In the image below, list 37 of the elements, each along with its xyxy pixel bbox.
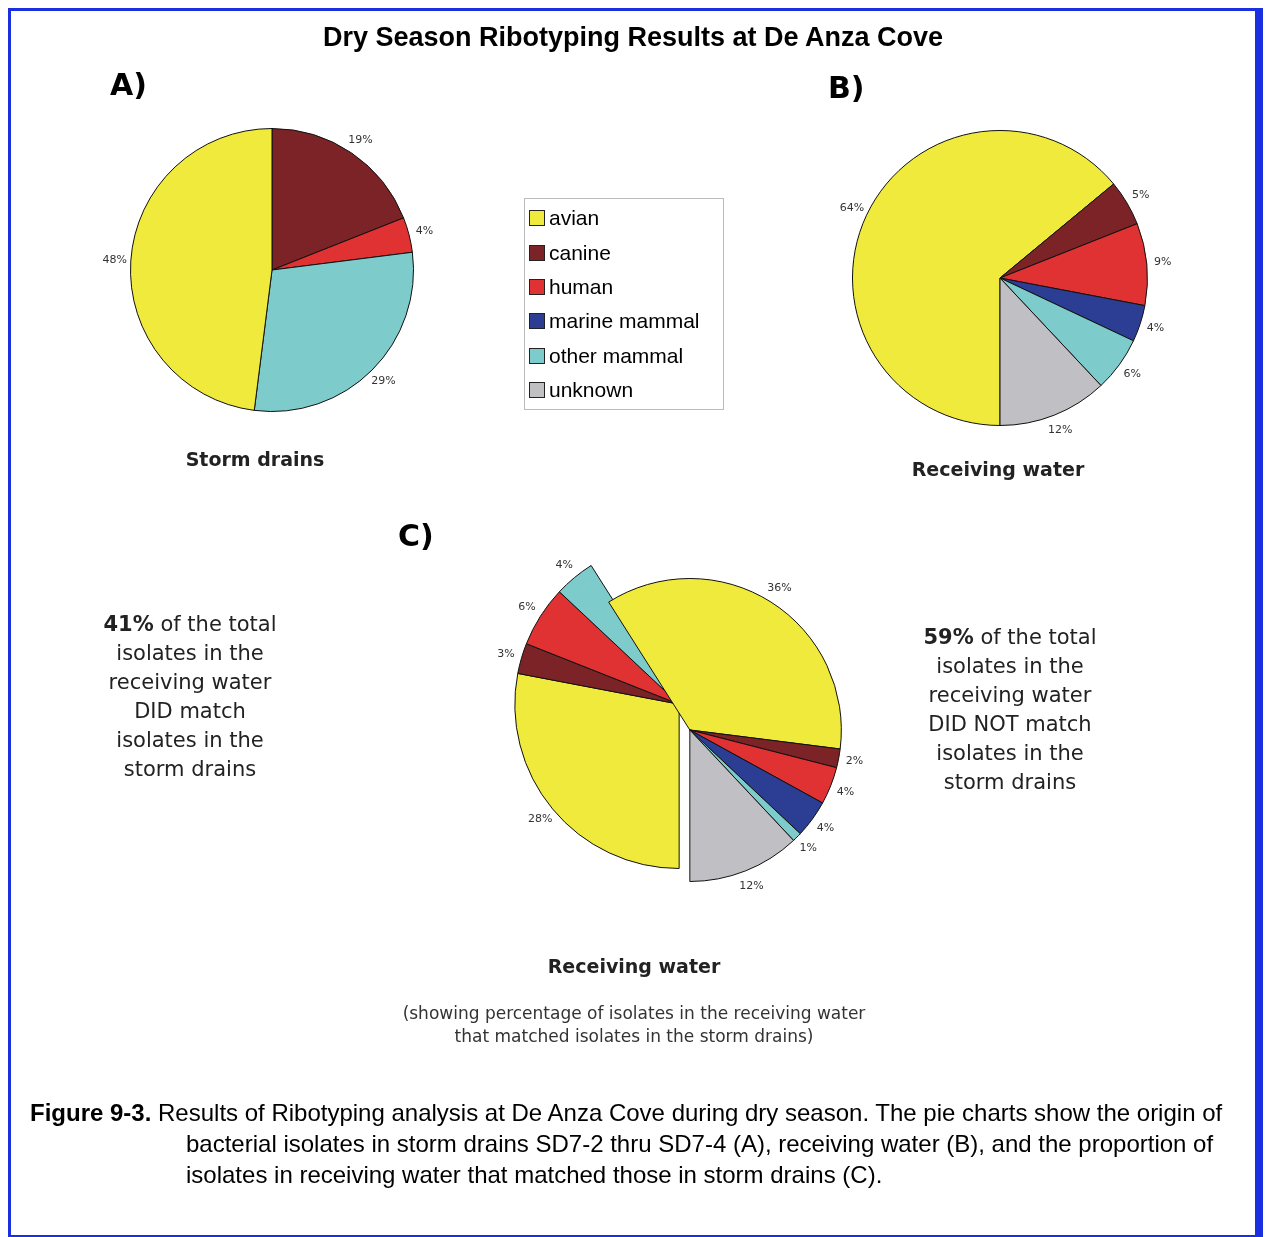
data-label: 48%	[102, 252, 128, 266]
data-label: 1%	[799, 841, 818, 855]
data-label: 4%	[415, 223, 434, 237]
data-label: 2%	[845, 754, 864, 768]
chart-title: B)	[828, 70, 865, 105]
data-label: 12%	[1047, 422, 1073, 436]
data-label: 3%	[497, 646, 515, 660]
legend-label: canine	[549, 240, 611, 265]
text: 41% of the total isolates in the receiving water DID match isolates in the storm drains	[102, 611, 278, 783]
text: (showing percentage of isolates in the receiving water that matched isolates in the storm drains)	[401, 1002, 867, 1048]
legend-label: avian	[549, 206, 600, 231]
data-label: 4%	[1146, 321, 1165, 335]
text: Receiving water	[911, 458, 1085, 480]
text: Dry Season Ribotyping Results at De Anza Cove	[321, 22, 945, 53]
caption: Figure 9-3. Results of Ribotyping analysis at De Anza Cove during dry season. The pie charts show the origin of bacterial isolates in storm drains SD7-2 thru SD7-4 (A), receiving water (B), and the proportion of isolates in receiving water that matched those in storm drains (C).	[30, 1098, 1224, 1190]
data-label: 6%	[1123, 366, 1141, 380]
legend-label: human	[549, 274, 614, 299]
data-label: 12%	[739, 878, 764, 892]
data-label: 64%	[839, 201, 865, 215]
text: Receiving water	[547, 955, 721, 977]
text: Storm drains	[185, 448, 325, 470]
data-label: 5%	[1132, 187, 1150, 201]
data-label: 4%	[836, 784, 855, 798]
data-label: 6%	[518, 600, 536, 614]
data-label: 36%	[767, 581, 792, 595]
data-label: 4%	[555, 558, 573, 572]
data-label: 9%	[1154, 255, 1172, 269]
chart-title: C)	[398, 518, 434, 553]
data-label: 19%	[348, 132, 373, 146]
chart-title: A)	[110, 67, 147, 102]
legend-label: other mammal	[549, 343, 684, 368]
data-label: 29%	[371, 374, 396, 388]
legend-label: marine mammal	[549, 309, 700, 334]
text: 59% of the total isolates in the receiving water DID NOT match isolates in the storm drains	[922, 624, 1098, 796]
data-label: 4%	[816, 821, 835, 835]
legend-label: unknown	[549, 378, 634, 403]
data-label: 28%	[528, 811, 553, 825]
